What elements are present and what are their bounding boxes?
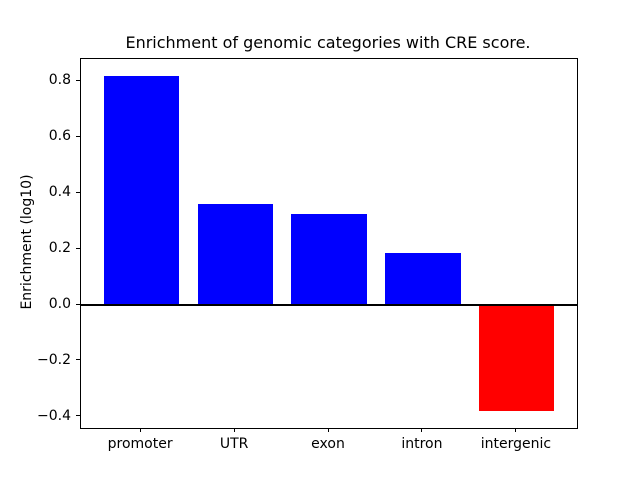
x-tick-label-promoter: promoter: [107, 436, 173, 452]
plot-area: [80, 58, 578, 429]
x-tick-label-intron: intron: [401, 436, 443, 452]
y-tick-label: 0.0: [48, 296, 71, 312]
x-tick-label-intergenic: intergenic: [480, 436, 552, 452]
x-tick-mark: [139, 428, 141, 432]
y-tick-label: 0.6: [48, 128, 71, 145]
bar-exon: [291, 214, 367, 305]
y-tick-mark: [76, 303, 80, 305]
bar-promoter: [103, 75, 179, 305]
x-tick-mark: [327, 428, 329, 432]
y-tick-mark: [76, 247, 80, 249]
y-tick-mark: [76, 191, 80, 193]
y-tick-label: −0.4: [37, 407, 71, 424]
x-tick-label-UTR: UTR: [219, 436, 249, 452]
bar-intron: [385, 253, 461, 305]
bar-intergenic: [479, 305, 555, 412]
x-tick-mark: [233, 428, 235, 432]
y-tick-label: 0.8: [48, 72, 71, 89]
x-tick-mark: [515, 428, 517, 432]
x-tick-mark: [421, 428, 423, 432]
y-tick-label: 0.2: [48, 240, 71, 257]
y-tick-mark: [76, 359, 80, 361]
zero-line: [81, 304, 577, 306]
bar-UTR: [197, 204, 273, 305]
y-tick-mark: [76, 135, 80, 137]
x-tick-label-exon: exon: [311, 436, 345, 452]
y-tick-mark: [76, 415, 80, 417]
y-tick-label: 0.4: [48, 184, 71, 201]
chart-title: Enrichment of genomic categories with CR…: [125, 33, 531, 52]
y-tick-mark: [76, 79, 80, 81]
y-tick-label: −0.2: [37, 351, 71, 368]
